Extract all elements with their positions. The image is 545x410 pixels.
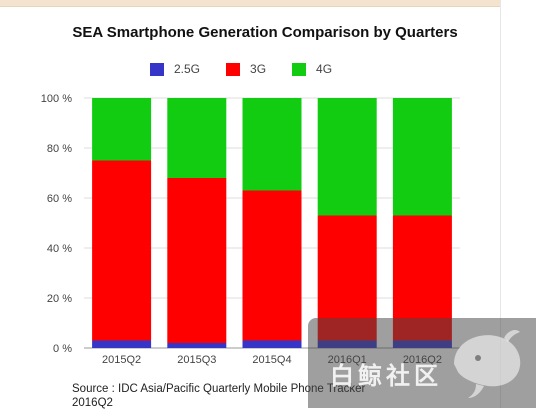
watermark-text: 白鲸社区 <box>330 363 442 390</box>
bar-segment <box>317 98 377 216</box>
legend-swatch-4g <box>292 62 307 76</box>
y-tick-label: 60 % <box>47 193 72 205</box>
bar-segment <box>242 98 302 191</box>
bar-segment <box>92 160 152 341</box>
legend-swatch-2-5g <box>150 62 164 76</box>
bar-segment <box>92 340 152 348</box>
bar-segment <box>167 178 227 343</box>
y-tick-label: 100 % <box>41 93 72 105</box>
bar-segment <box>167 98 227 178</box>
legend-swatch-3g <box>226 62 241 76</box>
x-tick-label: 2015Q2 <box>102 354 141 366</box>
legend-item-4g: 4G <box>292 62 332 76</box>
chart-legend: 2.5G 3G 4G <box>150 62 358 76</box>
top-border-strip <box>0 0 500 7</box>
whale-icon <box>454 330 521 398</box>
legend-label-4g: 4G <box>316 62 333 76</box>
legend-label-3g: 3G <box>250 62 267 76</box>
watermark: 白鲸社区 <box>308 318 536 408</box>
bar-segment <box>392 98 452 216</box>
bar-segment <box>92 98 152 161</box>
y-tick-label: 80 % <box>47 143 72 155</box>
legend-item-3g: 3G <box>226 62 266 76</box>
bar-segment <box>167 343 227 348</box>
y-tick-label: 40 % <box>47 243 72 255</box>
x-tick-label: 2015Q4 <box>252 354 291 366</box>
x-tick-label: 2015Q3 <box>177 354 216 366</box>
source-note: Source : IDC Asia/Pacific Quarterly Mobi… <box>72 383 366 409</box>
bars <box>92 98 452 348</box>
y-tick-label: 0 % <box>53 343 72 355</box>
legend-label-2-5g: 2.5G <box>174 62 201 76</box>
legend-item-2-5g: 2.5G <box>150 62 200 76</box>
bar-segment <box>242 190 302 341</box>
y-tick-label: 20 % <box>47 293 72 305</box>
page-edge-divider <box>500 0 501 408</box>
chart-title: SEA Smartphone Generation Comparison by … <box>72 24 458 41</box>
bar-segment <box>242 340 302 348</box>
